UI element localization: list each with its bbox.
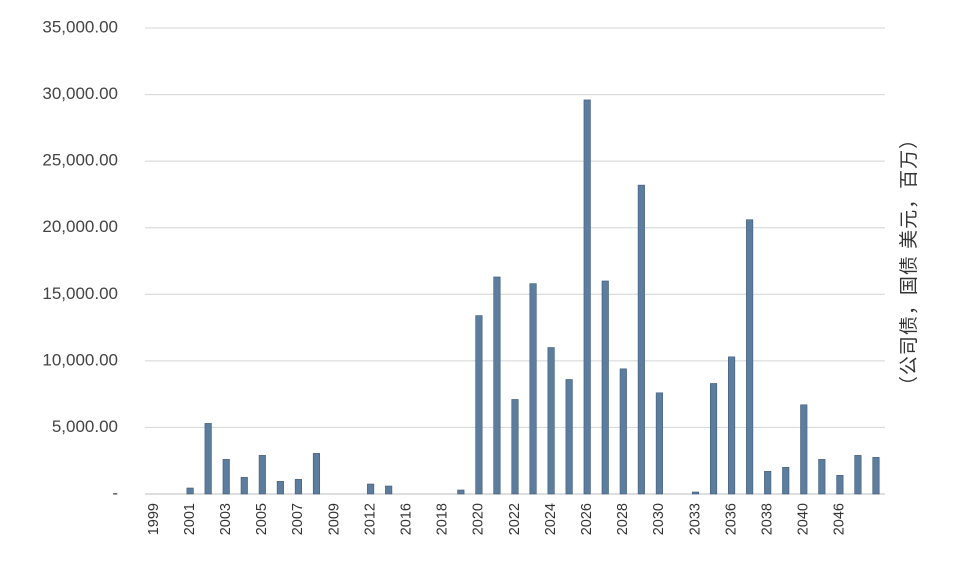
y-tick-label: 15,000.00 (42, 284, 118, 303)
bar-2018 (475, 315, 483, 495)
x-tick-label: 1999 (146, 503, 162, 535)
bar-2005 (258, 455, 266, 495)
bar-2031 (709, 383, 718, 495)
y-tick-label: 20,000.00 (42, 217, 118, 236)
bar-2046 (872, 457, 880, 495)
bar-2006 (276, 481, 284, 495)
bar-2021 (529, 283, 537, 495)
bar-2007 (294, 479, 302, 495)
bar-2019 (493, 276, 501, 495)
x-tick-label: 2024 (543, 503, 559, 535)
x-tick-label: 2016 (399, 503, 415, 535)
x-tick-label: 2036 (723, 503, 739, 535)
bar-2002 (204, 423, 212, 495)
y-axis-ticks: - 5,000.00 10,000.00 15,000.00 20,000.00 25,0… (42, 17, 118, 502)
bar-2012 (385, 485, 393, 495)
bar-2039 (818, 459, 826, 495)
bar-2003 (222, 459, 230, 495)
bar-2001 (186, 487, 194, 495)
y-tick-label: - (112, 483, 118, 502)
y-tick-label: 5,000.00 (52, 417, 118, 436)
bar-2038 (800, 404, 808, 495)
y-tick-label: 30,000.00 (42, 84, 118, 103)
x-tick-label: 2022 (507, 503, 523, 535)
bar-2026 (619, 368, 627, 495)
x-tick-label: 2033 (687, 503, 703, 535)
bar-2025 (601, 280, 609, 495)
x-tick-label: 2005 (254, 503, 270, 535)
x-tick-label: 2009 (326, 503, 342, 535)
bar-2037 (782, 467, 790, 495)
y-axis-label: （公司债，国债 美元，百万） (898, 129, 920, 395)
bar-2028 (655, 392, 663, 495)
bars (186, 99, 880, 495)
bar-2036 (764, 471, 772, 495)
x-tick-label: 2040 (796, 503, 812, 535)
bar-2041 (854, 455, 862, 495)
x-tick-label: 2028 (615, 503, 631, 535)
x-tick-label: 2003 (218, 503, 234, 535)
x-tick-label: 2026 (579, 503, 595, 535)
bar-2034 (746, 219, 754, 495)
x-tick-label: 2020 (471, 503, 487, 535)
bar-2011 (367, 483, 375, 495)
bar-2020 (511, 399, 519, 495)
y-tick-label: 25,000.00 (42, 151, 118, 170)
bar-2024 (583, 99, 591, 495)
x-tick-label: 2012 (362, 503, 378, 535)
x-tick-label: 2001 (182, 503, 198, 535)
bar-2004 (240, 477, 248, 495)
bar-2033 (728, 356, 736, 495)
bar-2017 (457, 489, 465, 495)
bar-2022 (547, 347, 555, 495)
x-tick-label: 2038 (760, 503, 776, 535)
bar-2030 (691, 491, 700, 495)
x-tick-label: 2046 (832, 503, 848, 535)
bar-2040 (836, 475, 844, 495)
bar-2023 (565, 379, 573, 495)
bar-2008 (312, 453, 321, 495)
y-tick-label: 35,000.00 (42, 17, 118, 36)
x-tick-label: 2018 (435, 503, 451, 535)
x-axis-ticks: 1999 2001 2003 2005 2007 2009 2012 2016 2018 2020… (146, 503, 848, 535)
x-tick-label: 2030 (651, 503, 667, 535)
x-tick-label: 2007 (290, 503, 306, 535)
bar-2027 (637, 184, 645, 495)
y-tick-label: 10,000.00 (42, 350, 118, 369)
gridlines (145, 27, 885, 495)
